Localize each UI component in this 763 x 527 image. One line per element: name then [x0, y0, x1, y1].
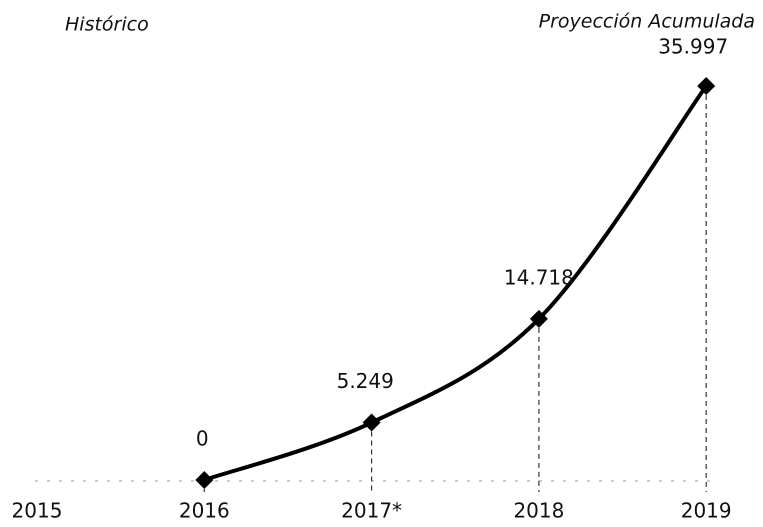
x-tick-label: 2016 [179, 499, 230, 523]
marker [529, 309, 548, 328]
line [203, 84, 708, 482]
x-tick-label: 2019 [681, 499, 732, 523]
value-label: 35.997 [658, 35, 728, 59]
annotation: Proyección Acumulada [539, 11, 755, 33]
marker [195, 471, 214, 489]
marker [362, 413, 381, 432]
value-label: 0 [196, 427, 209, 451]
marker [697, 77, 716, 95]
annotation: Histórico [65, 14, 149, 36]
x-tick-label: 2015 [12, 499, 63, 523]
x-tick-label: 2017* [341, 499, 402, 523]
value-label: 5.249 [337, 369, 394, 393]
x-tick-label: 2018 [513, 499, 564, 523]
value-label: 14.718 [504, 265, 574, 289]
